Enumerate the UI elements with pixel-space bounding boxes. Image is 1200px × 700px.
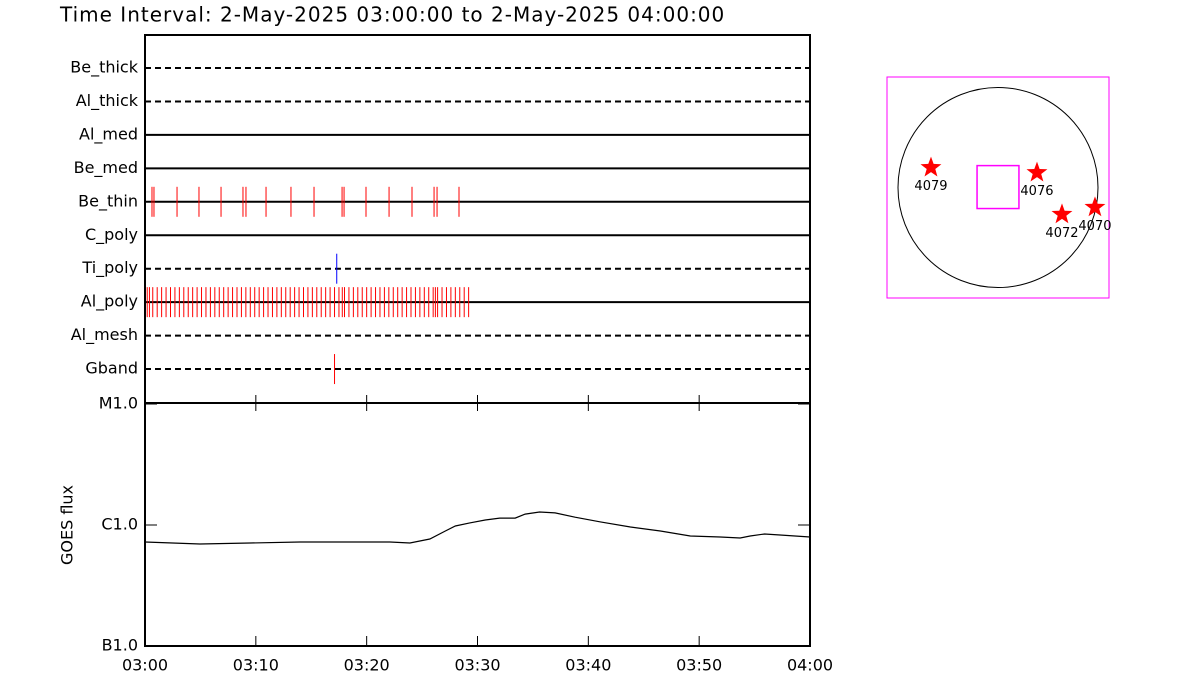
x-tick-label: 03:50 [676, 656, 722, 675]
timeline-frame [144, 34, 811, 404]
region-label: 4076 [1020, 184, 1053, 199]
y-tick-label: B1.0 [102, 636, 138, 655]
y-axis-label: GOES flux [58, 485, 77, 565]
region-label: 4079 [914, 179, 947, 194]
y-tick-label: C1.0 [101, 515, 138, 534]
row-label: Be_thin [78, 191, 138, 211]
flux-frame [144, 402, 811, 647]
chart-title: Time Interval: 2-May-2025 03:00:00 to 2-… [59, 3, 725, 27]
region-star [920, 156, 942, 177]
row-label: C_poly [85, 225, 138, 245]
solar-limb [897, 86, 1099, 289]
map-frame [886, 76, 1110, 299]
region-star [1084, 196, 1106, 217]
region-label: 4070 [1078, 219, 1111, 234]
flux-line [144, 511, 811, 545]
x-tick-label: 03:10 [233, 656, 279, 675]
x-tick-label: 03:40 [565, 656, 611, 675]
row-label: Be_med [74, 158, 138, 178]
row-label: Al_med [79, 124, 138, 144]
x-tick-label: 04:00 [787, 656, 833, 675]
region-star [1026, 161, 1048, 182]
row-label: Ti_poly [81, 258, 138, 278]
row-label: Al_thick [76, 91, 139, 111]
region-label: 4072 [1045, 226, 1078, 241]
x-tick-label: 03:30 [454, 656, 500, 675]
x-tick-label: 03:00 [122, 656, 168, 675]
y-tick-label: M1.0 [99, 394, 138, 413]
row-label: Be_thick [70, 58, 138, 78]
region-star [1051, 203, 1073, 224]
row-label: Gband [85, 359, 138, 378]
row-label: Al_mesh [71, 325, 138, 345]
row-label: Al_poly [81, 292, 138, 312]
field-of-view [976, 164, 1020, 210]
x-tick-label: 03:20 [344, 656, 390, 675]
